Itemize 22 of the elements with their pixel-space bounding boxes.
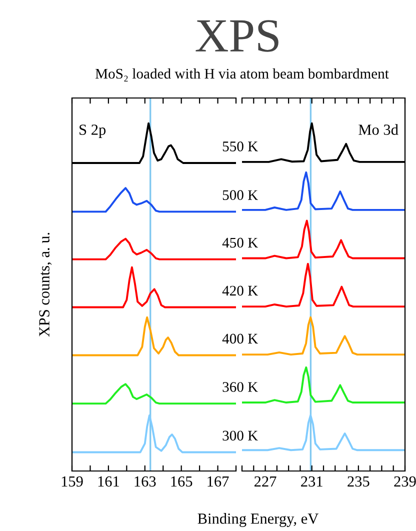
series-label: 420 K [222, 286, 258, 296]
series-label: 500 K [222, 190, 258, 200]
series-label: 360 K [222, 382, 258, 392]
series-label: 300 K [222, 430, 258, 441]
annotation: S 2p [80, 124, 106, 138]
series-label: 400 K [222, 334, 258, 344]
y-axis-title: XPS counts, a. u. [39, 232, 52, 337]
x-tick-label: 161 [98, 476, 119, 487]
x-tick-label: 167 [208, 476, 229, 487]
annotation: Mo 3d [358, 124, 398, 135]
x-tick-label: 227 [254, 476, 276, 486]
chart-subtitle: MoS₂ loaded with H via atom beam bombardment [95, 68, 389, 82]
x-tick-label: 165 [171, 476, 192, 487]
x-tick-label: 163 [134, 476, 156, 487]
x-tick-label: 239 [394, 476, 416, 487]
x-tick-label: 159 [62, 476, 83, 487]
x-axis-title: Binding Energy, eV [198, 513, 319, 527]
series-label: 550 K [222, 142, 258, 152]
chart-title: XPS [196, 20, 278, 52]
series-label: 450 K [222, 238, 258, 248]
x-tick-label: 231 [301, 476, 322, 487]
x-tick-label: 235 [348, 476, 370, 487]
